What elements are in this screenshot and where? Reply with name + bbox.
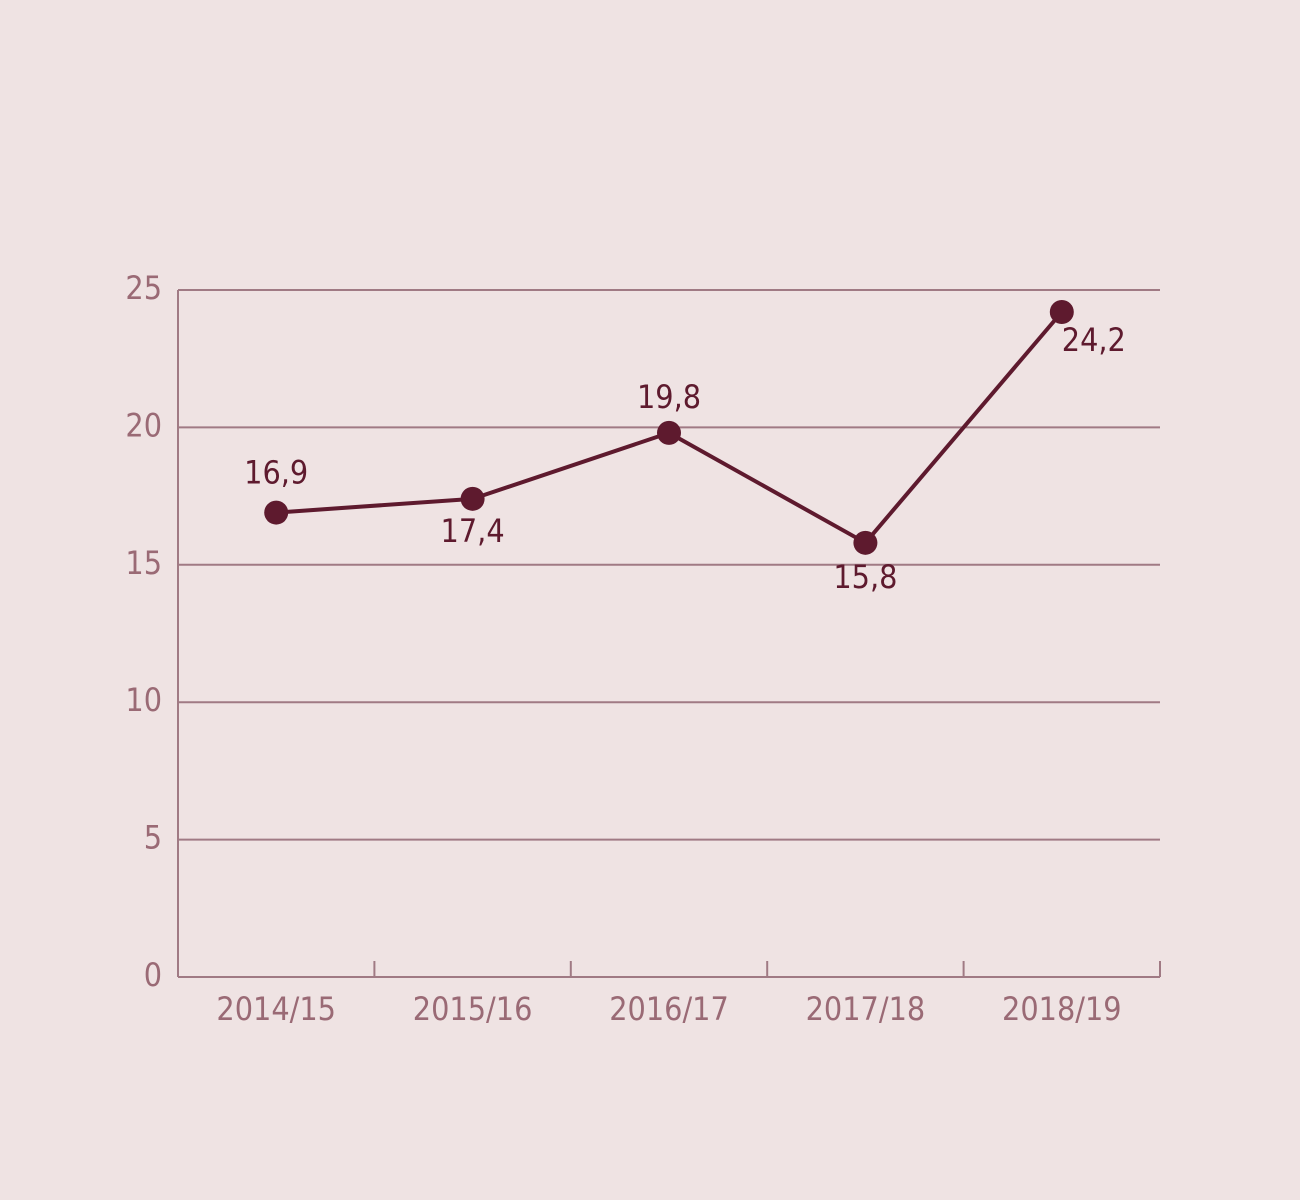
data-point bbox=[460, 486, 485, 511]
y-tick-label: 25 bbox=[125, 269, 162, 307]
y-tick-label: 5 bbox=[144, 819, 162, 857]
y-tick-label: 10 bbox=[125, 681, 162, 719]
data-point bbox=[853, 530, 878, 555]
y-tick-label: 0 bbox=[144, 956, 162, 994]
data-label: 17,4 bbox=[441, 512, 505, 550]
x-tick-label: 2017/18 bbox=[806, 990, 926, 1028]
x-tick-label: 2016/17 bbox=[609, 990, 729, 1028]
data-label: 19,8 bbox=[637, 378, 701, 416]
x-tick-label: 2015/16 bbox=[413, 990, 533, 1028]
y-tick-label: 20 bbox=[125, 406, 162, 444]
data-label: 24,2 bbox=[1062, 321, 1126, 359]
data-point bbox=[264, 500, 289, 525]
data-point bbox=[657, 420, 681, 445]
x-tick-label: 2018/19 bbox=[1002, 990, 1122, 1028]
x-tick-label: 2014/15 bbox=[216, 990, 336, 1028]
data-label: 16,9 bbox=[244, 454, 308, 492]
data-point bbox=[1049, 299, 1074, 324]
data-label: 15,8 bbox=[833, 558, 897, 596]
y-tick-label: 15 bbox=[125, 544, 162, 582]
